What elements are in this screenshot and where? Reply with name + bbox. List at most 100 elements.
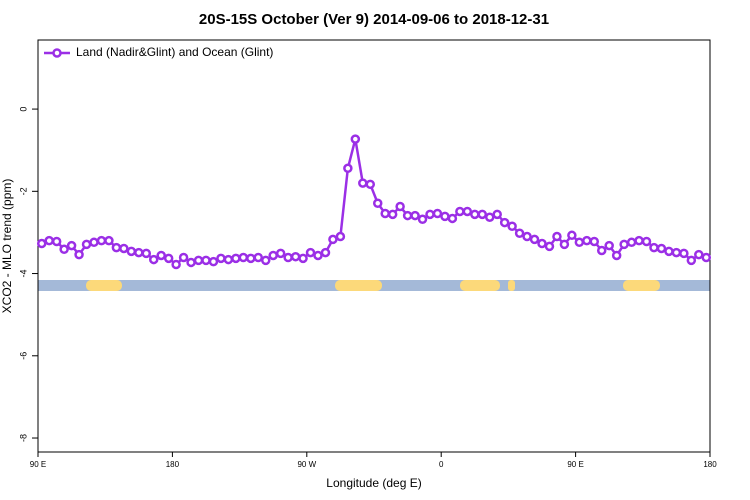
y-axis-label: XCO2 - MLO trend (ppm) xyxy=(0,179,14,314)
land-ocean-strip xyxy=(38,280,710,291)
y-tick-label: 0 xyxy=(18,107,28,112)
data-point xyxy=(671,247,682,258)
data-point xyxy=(335,231,346,242)
data-point xyxy=(626,237,637,248)
y-tick-label: -2 xyxy=(18,187,28,195)
data-point xyxy=(402,210,413,221)
data-point xyxy=(455,206,465,217)
land-band xyxy=(335,280,382,291)
data-point xyxy=(701,252,712,263)
data-point xyxy=(66,240,77,251)
data-point xyxy=(365,179,376,190)
data-point xyxy=(260,255,271,266)
data-point xyxy=(641,236,652,247)
data-point xyxy=(686,255,697,266)
data-point xyxy=(231,253,241,264)
data-point xyxy=(44,235,54,246)
data-point xyxy=(372,198,383,208)
data-point xyxy=(89,237,99,248)
data-point xyxy=(552,231,562,242)
data-point xyxy=(350,134,361,144)
data-point xyxy=(313,250,323,261)
data-point xyxy=(126,246,137,257)
data-point xyxy=(275,248,286,259)
data-point xyxy=(223,254,234,265)
x-tick-label: 90 E xyxy=(567,460,583,469)
data-point xyxy=(462,206,473,217)
data-point xyxy=(499,217,510,228)
land-band xyxy=(508,280,515,291)
data-point xyxy=(604,240,614,251)
data-point xyxy=(283,252,293,263)
y-tick-label: -4 xyxy=(18,270,28,278)
data-point xyxy=(59,244,69,255)
data-point xyxy=(492,209,502,220)
data-point xyxy=(81,239,92,250)
y-tick-label: -6 xyxy=(18,352,28,360)
legend-marker xyxy=(52,48,62,58)
data-point xyxy=(656,243,667,254)
data-point xyxy=(358,178,368,188)
data-point xyxy=(694,249,704,260)
data-point xyxy=(253,252,264,263)
data-point xyxy=(216,253,226,264)
data-point xyxy=(163,253,174,264)
data-point xyxy=(305,247,316,258)
data-point xyxy=(544,241,555,252)
data-point xyxy=(529,234,540,245)
data-point xyxy=(156,250,166,261)
data-point xyxy=(582,235,592,246)
data-point xyxy=(290,251,301,262)
data-point xyxy=(477,209,488,220)
data-point xyxy=(298,253,308,264)
data-point xyxy=(328,234,338,245)
data-point xyxy=(440,211,450,222)
x-tick-label: 0 xyxy=(439,460,444,469)
data-point xyxy=(410,210,420,221)
data-point xyxy=(507,221,517,232)
x-tick-label: 180 xyxy=(703,460,717,469)
data-point xyxy=(186,257,196,268)
x-tick-label: 180 xyxy=(166,460,180,469)
data-point xyxy=(104,235,114,246)
x-tick-label: 90 E xyxy=(30,460,46,469)
x-axis-label: Longitude (deg E) xyxy=(326,476,421,490)
data-point xyxy=(320,247,331,258)
data-point xyxy=(649,242,659,253)
data-point xyxy=(589,236,600,247)
data-point xyxy=(119,243,129,254)
data-point xyxy=(619,239,629,250)
data-point xyxy=(51,236,62,247)
land-band xyxy=(623,280,660,291)
legend-label: Land (Nadir&Glint) and Ocean (Glint) xyxy=(76,45,273,59)
data-point xyxy=(425,209,435,220)
data-point xyxy=(395,201,405,212)
y-tick-label: -8 xyxy=(18,434,28,442)
data-point xyxy=(611,250,622,261)
data-point xyxy=(208,256,219,267)
chart-title: 20S-15S October (Ver 9) 2014-09-06 to 20… xyxy=(199,11,549,28)
data-point xyxy=(238,252,249,263)
data-point xyxy=(141,248,152,259)
land-band xyxy=(86,280,122,291)
data-point xyxy=(201,255,211,266)
data-point xyxy=(134,247,144,258)
data-point xyxy=(417,214,428,225)
x-tick-label: 90 W xyxy=(297,460,316,469)
data-point xyxy=(470,209,480,220)
data-point xyxy=(574,237,585,248)
data-point xyxy=(664,246,674,257)
data-point xyxy=(522,231,532,242)
data-point xyxy=(343,163,353,174)
data-point xyxy=(111,242,122,253)
data-point xyxy=(432,208,443,219)
data-point xyxy=(387,209,398,220)
data-point xyxy=(537,238,547,249)
data-point xyxy=(484,212,495,222)
data-point xyxy=(246,253,256,264)
data-point xyxy=(380,208,390,219)
data-point xyxy=(559,239,570,250)
data-point xyxy=(596,245,607,256)
data-point xyxy=(679,248,689,259)
